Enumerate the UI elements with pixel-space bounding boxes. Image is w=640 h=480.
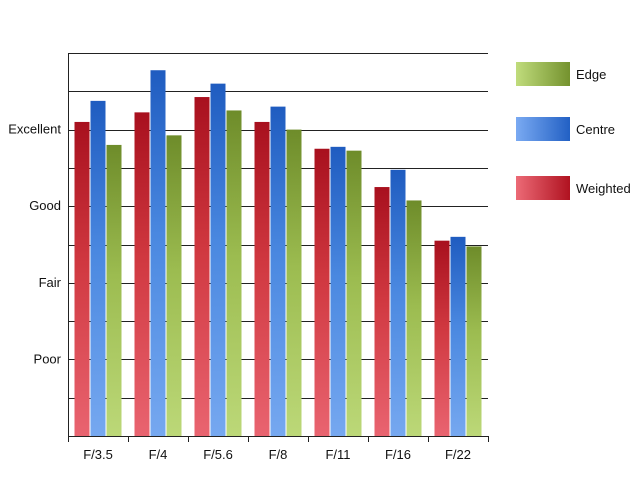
legend: Edge Centre Weighted [516,62,631,200]
x-axis-labels: F/3.5 F/4 F/5.6 F/8 F/11 F/16 F/22 [83,447,471,462]
bar-edge-f-5-6 [226,110,242,436]
axes [68,53,489,442]
legend-label-weighted: Weighted [576,181,631,196]
bar-weighted-f-22 [434,240,450,436]
x-tick-label: F/11 [325,447,350,462]
y-axis-labels: Poor Fair Good Excellent [8,122,61,367]
bars [74,70,482,437]
bar-weighted-f-5-6 [194,97,210,437]
bar-centre-f-16 [390,169,406,436]
y-tick-label: Good [29,198,61,213]
bar-centre-f-22 [450,236,466,436]
bar-weighted-f-11 [314,148,330,436]
bar-centre-f-11 [330,146,346,436]
legend-label-centre: Centre [576,122,615,137]
bar-weighted-f-3-5 [74,121,90,436]
x-tick-label: F/8 [269,447,288,462]
y-tick-label: Excellent [8,122,61,137]
bar-edge-f-11 [346,150,362,437]
x-tick-label: F/22 [445,447,471,462]
bar-weighted-f-4 [134,112,150,437]
x-tick-label: F/5.6 [203,447,233,462]
bar-edge-f-16 [406,200,422,436]
bar-edge-f-8 [286,129,302,436]
bar-centre-f-5-6 [210,83,226,436]
bar-weighted-f-8 [254,121,270,436]
y-tick-label: Poor [34,351,62,366]
bar-edge-f-4 [166,135,182,436]
x-tick-label: F/4 [149,447,168,462]
bar-edge-f-22 [466,246,482,436]
bar-centre-f-3-5 [90,100,106,436]
x-tick-label: F/16 [385,447,411,462]
bar-centre-f-4 [150,70,166,437]
bar-weighted-f-16 [374,187,390,436]
x-tick-label: F/3.5 [83,447,113,462]
y-tick-label: Fair [39,275,62,290]
legend-swatch-centre [516,117,570,141]
bar-edge-f-3-5 [106,144,122,437]
legend-swatch-weighted [516,176,570,200]
legend-label-edge: Edge [576,67,606,82]
bar-centre-f-8 [270,106,286,437]
legend-swatch-edge [516,62,570,86]
